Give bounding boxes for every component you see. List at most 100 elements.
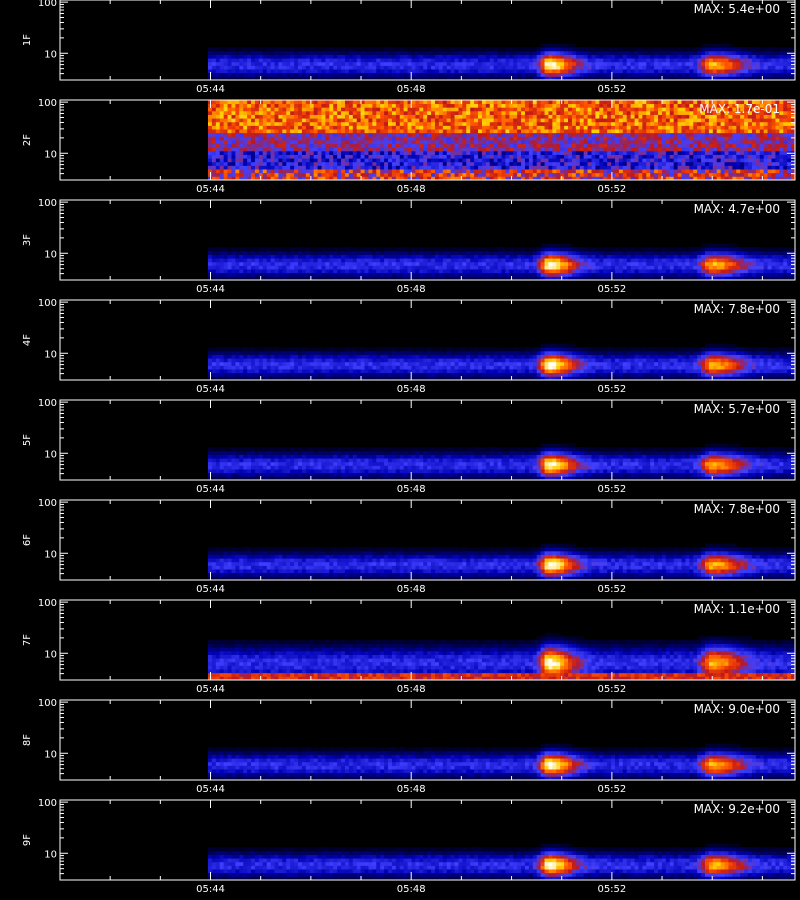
heatmap-cell	[423, 72, 428, 77]
heatmap-cell	[775, 76, 780, 81]
heatmap-cell	[603, 165, 608, 170]
heatmap-cell	[513, 150, 518, 155]
heatmap-cell	[411, 132, 416, 137]
heatmap-cell	[740, 176, 745, 181]
heatmap-cell	[462, 125, 467, 130]
heatmap-cell	[282, 276, 287, 281]
heatmap-cell	[211, 114, 217, 119]
heatmap-cell	[646, 172, 651, 177]
heatmap-cell	[239, 172, 244, 177]
heatmap-cell	[560, 61, 565, 66]
heatmap-cell	[286, 169, 291, 174]
heatmap-cell	[333, 72, 338, 77]
heatmap-cell	[231, 100, 236, 105]
heatmap-cell	[665, 136, 671, 141]
heatmap-cell	[603, 47, 608, 52]
heatmap-cell	[329, 169, 334, 174]
heatmap-cell	[313, 121, 318, 126]
heatmap-cell	[407, 58, 412, 63]
heatmap-cell	[685, 172, 690, 177]
heatmap-cell	[548, 150, 553, 155]
heatmap-cell	[591, 125, 596, 130]
heatmap-cell	[321, 172, 326, 177]
heatmap-cell	[337, 76, 342, 81]
heatmap-cell	[728, 110, 733, 115]
heatmap-cell	[251, 129, 256, 134]
heatmap-cell	[685, 125, 690, 130]
heatmap-cell	[524, 110, 530, 115]
heatmap-cell	[728, 161, 733, 166]
heatmap-cell	[556, 125, 561, 130]
heatmap-cell	[247, 265, 252, 270]
heatmap-cell	[505, 172, 510, 177]
heatmap-cell	[571, 161, 577, 166]
heatmap-cell	[701, 69, 706, 74]
heatmap-cell	[693, 165, 698, 170]
heatmap-cell	[485, 165, 491, 170]
heatmap-cell	[614, 176, 620, 181]
heatmap-cell	[524, 169, 530, 174]
heatmap-cell	[313, 176, 318, 181]
heatmap-cell	[638, 110, 643, 115]
heatmap-cell	[450, 118, 455, 123]
heatmap-cell	[755, 110, 761, 115]
heatmap-cell	[540, 150, 545, 155]
heatmap-cell	[583, 65, 588, 70]
heatmap-cell	[270, 125, 275, 130]
heatmap-cell	[775, 107, 780, 112]
heatmap-cell	[380, 165, 385, 170]
heatmap-cell	[239, 132, 244, 137]
heatmap-cell	[254, 103, 260, 108]
heatmap-cell	[614, 65, 620, 70]
heatmap-cell	[571, 118, 577, 123]
heatmap-cell	[278, 147, 283, 152]
heatmap-cell	[333, 169, 338, 174]
heatmap-cell	[634, 103, 639, 108]
heatmap-cell	[517, 72, 522, 77]
heatmap-cell	[454, 76, 459, 81]
heatmap-cell	[442, 114, 448, 119]
heatmap-cell	[352, 147, 358, 152]
heatmap-cell	[497, 158, 502, 163]
heatmap-cell	[352, 132, 358, 137]
heatmap-cell	[583, 169, 588, 174]
heatmap-cell	[450, 54, 455, 59]
heatmap-cell	[548, 58, 553, 63]
heatmap-cell	[528, 154, 534, 159]
heatmap-cell	[376, 147, 381, 152]
heatmap-cell	[638, 50, 643, 55]
heatmap-cell	[634, 58, 639, 63]
heatmap-cell	[313, 50, 318, 55]
heatmap-cell	[591, 136, 596, 141]
heatmap-cell	[321, 103, 326, 108]
heatmap-cell	[474, 69, 479, 74]
heatmap-cell	[513, 165, 518, 170]
heatmap-cell	[669, 129, 675, 134]
heatmap-cell	[744, 58, 749, 63]
heatmap-cell	[744, 118, 749, 123]
heatmap-cell	[540, 47, 545, 52]
heatmap-cell	[493, 76, 498, 81]
heatmap-cell	[556, 58, 561, 63]
heatmap-cell	[329, 154, 334, 159]
heatmap-cell	[352, 169, 358, 174]
heatmap-cell	[450, 140, 455, 145]
heatmap-cell	[634, 140, 639, 145]
heatmap-cell	[697, 58, 702, 63]
heatmap-cell	[309, 172, 315, 177]
heatmap-cell	[329, 150, 334, 155]
heatmap-cell	[211, 147, 217, 152]
heatmap-cell	[223, 100, 228, 105]
heatmap-cell	[356, 176, 362, 181]
heatmap-cell	[352, 158, 358, 163]
heatmap-cell	[626, 58, 632, 63]
heatmap-cell	[661, 147, 667, 152]
heatmap-cell	[380, 147, 385, 152]
heatmap-cell	[290, 121, 295, 126]
heatmap-cell	[470, 125, 475, 130]
heatmap-cell	[583, 161, 588, 166]
heatmap-cell	[685, 140, 690, 145]
heatmap-cell	[560, 169, 565, 174]
heatmap-cell	[376, 158, 381, 163]
heatmap-cell	[689, 114, 694, 119]
